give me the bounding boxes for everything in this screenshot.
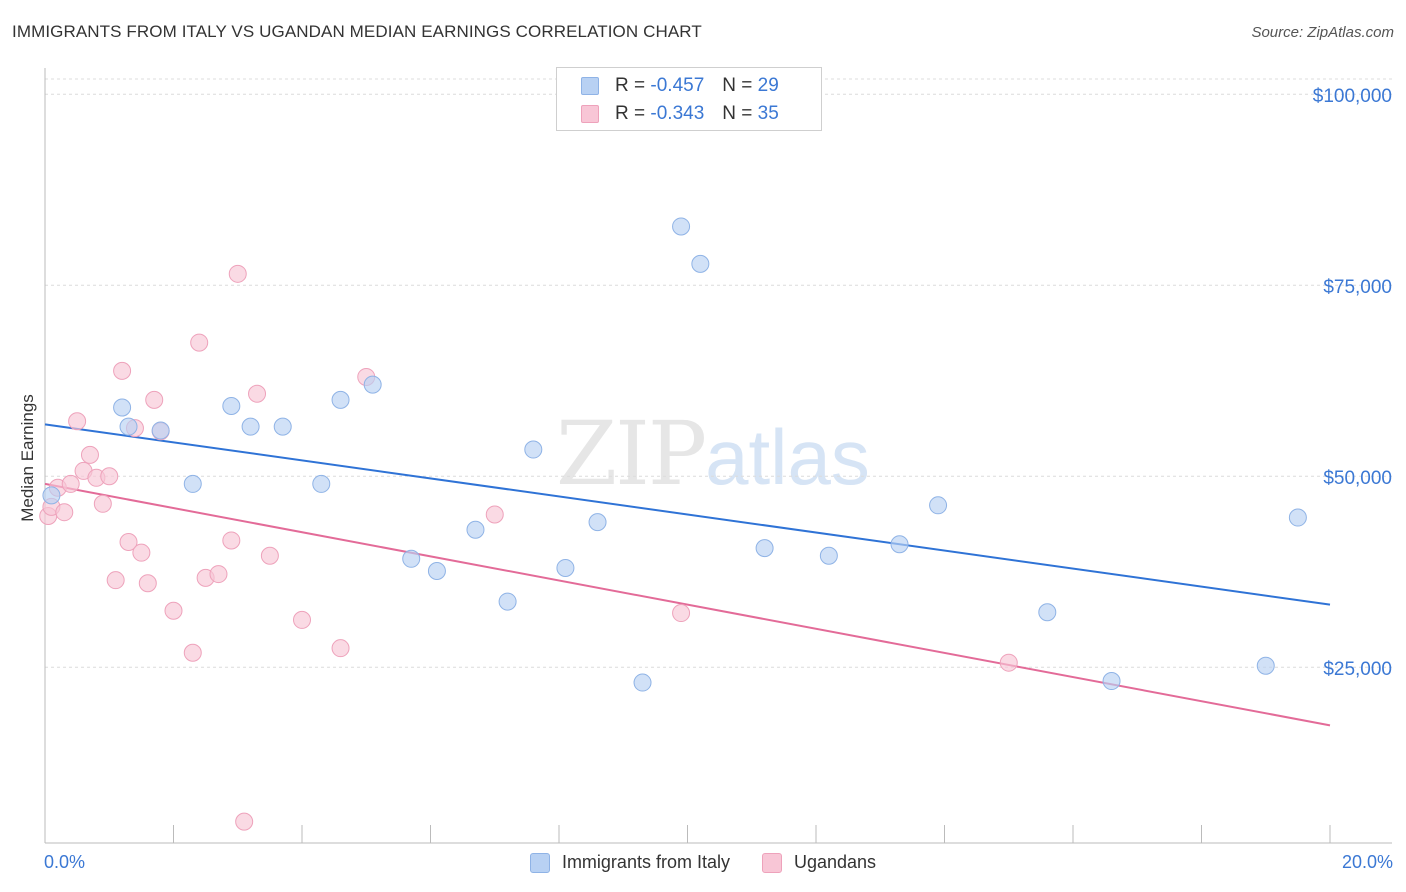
data-point-ugandans <box>209 565 228 584</box>
data-point-ugandans <box>222 531 241 550</box>
data-point-italy <box>524 440 543 459</box>
legend-swatch-italy <box>529 852 550 873</box>
legend-n-value: 29 <box>757 75 779 96</box>
data-point-italy <box>1102 672 1121 691</box>
data-point-italy <box>691 254 710 273</box>
data-points <box>39 217 1307 831</box>
legend-item-italy: Immigrants from Italy <box>529 852 730 873</box>
trend-line-ugandans <box>44 482 1331 727</box>
data-point-ugandans <box>672 604 691 623</box>
legend-swatch-ugandans <box>581 105 599 123</box>
legend-r-label: R = <box>615 103 646 124</box>
data-point-italy <box>363 375 382 394</box>
data-point-italy <box>312 474 331 493</box>
x-tick-label-right: 20.0% <box>1341 852 1393 872</box>
chart-title: IMMIGRANTS FROM ITALY VS UGANDAN MEDIAN … <box>12 22 702 41</box>
data-point-italy <box>556 558 575 577</box>
legend-label-ugandans: Ugandans <box>793 852 877 872</box>
x-tick-label-left: 0.0% <box>44 852 86 872</box>
data-point-ugandans <box>106 571 125 590</box>
data-point-italy <box>222 396 241 415</box>
legend-r-value: -0.343 <box>650 103 705 124</box>
data-point-ugandans <box>80 445 99 464</box>
watermark-atlas: atlas <box>705 413 870 501</box>
data-point-italy <box>151 421 170 440</box>
legend-swatch-italy <box>581 77 599 95</box>
data-point-ugandans <box>485 505 504 524</box>
data-point-italy <box>466 520 485 539</box>
data-point-ugandans <box>248 384 267 403</box>
data-point-italy <box>929 496 948 515</box>
data-point-italy <box>241 417 260 436</box>
data-point-italy <box>755 539 774 558</box>
legend-r-value: -0.457 <box>650 75 705 96</box>
data-point-italy <box>1288 508 1307 527</box>
y-tick-label: $75,000 <box>1323 277 1392 298</box>
data-point-ugandans <box>228 264 247 283</box>
legend-n-label: N = <box>722 75 753 96</box>
data-point-ugandans <box>145 390 164 409</box>
legend-row-ugandans: R = -0.343 N = 35 <box>581 102 779 126</box>
data-point-ugandans <box>93 494 112 513</box>
data-point-ugandans <box>68 412 87 431</box>
legend-row-italy: R = -0.457 N = 29 <box>581 74 779 98</box>
data-point-italy <box>819 546 838 565</box>
data-point-italy <box>183 474 202 493</box>
data-point-ugandans <box>260 546 279 565</box>
legend-item-ugandans: Ugandans <box>761 852 877 873</box>
data-point-italy <box>633 673 652 692</box>
data-point-ugandans <box>164 601 183 620</box>
data-point-ugandans <box>235 812 254 831</box>
data-point-ugandans <box>61 474 80 493</box>
data-point-italy <box>1256 656 1275 675</box>
data-point-italy <box>672 217 691 236</box>
data-point-italy <box>113 398 132 417</box>
source-credit: Source: ZipAtlas.com <box>1251 24 1394 41</box>
watermark: ZIPatlas <box>556 402 870 505</box>
series-legend: Immigrants from Italy Ugandans <box>0 852 1406 873</box>
data-point-ugandans <box>113 361 132 380</box>
data-point-ugandans <box>999 653 1018 672</box>
data-point-italy <box>273 417 292 436</box>
data-point-ugandans <box>190 333 209 352</box>
y-tick-label: $100,000 <box>1312 86 1392 107</box>
data-point-italy <box>498 592 517 611</box>
data-point-italy <box>1038 603 1057 622</box>
legend-r-label: R = <box>615 75 646 96</box>
data-point-italy <box>42 486 61 505</box>
trend-lines <box>44 423 1331 727</box>
legend-swatch-ugandans <box>761 852 782 873</box>
grid-lines <box>45 78 1392 668</box>
axes <box>44 68 1392 844</box>
data-point-ugandans <box>183 643 202 662</box>
data-point-ugandans <box>293 610 311 629</box>
data-point-italy <box>402 549 421 568</box>
data-point-ugandans <box>138 574 157 593</box>
data-point-ugandans <box>132 543 151 562</box>
data-point-italy <box>588 513 607 532</box>
data-point-ugandans <box>100 467 119 486</box>
y-axis-label: Median Earnings <box>18 394 37 522</box>
y-tick-label: $50,000 <box>1323 468 1392 489</box>
data-point-italy <box>331 390 350 409</box>
data-point-italy <box>427 562 446 581</box>
legend-label-italy: Immigrants from Italy <box>561 852 730 872</box>
legend-n-value: 35 <box>757 103 779 124</box>
data-point-italy <box>119 417 138 436</box>
data-point-ugandans <box>331 639 350 658</box>
legend-n-label: N = <box>722 103 753 124</box>
data-point-italy <box>890 535 909 554</box>
correlation-legend: R = -0.457 N = 29 R = -0.343 N = 35 <box>556 67 822 131</box>
y-tick-label: $25,000 <box>1323 659 1392 680</box>
watermark-zip: ZIP <box>556 402 707 505</box>
data-point-ugandans <box>55 503 74 522</box>
data-point-ugandans <box>119 532 138 551</box>
trend-line-italy <box>44 423 1331 606</box>
